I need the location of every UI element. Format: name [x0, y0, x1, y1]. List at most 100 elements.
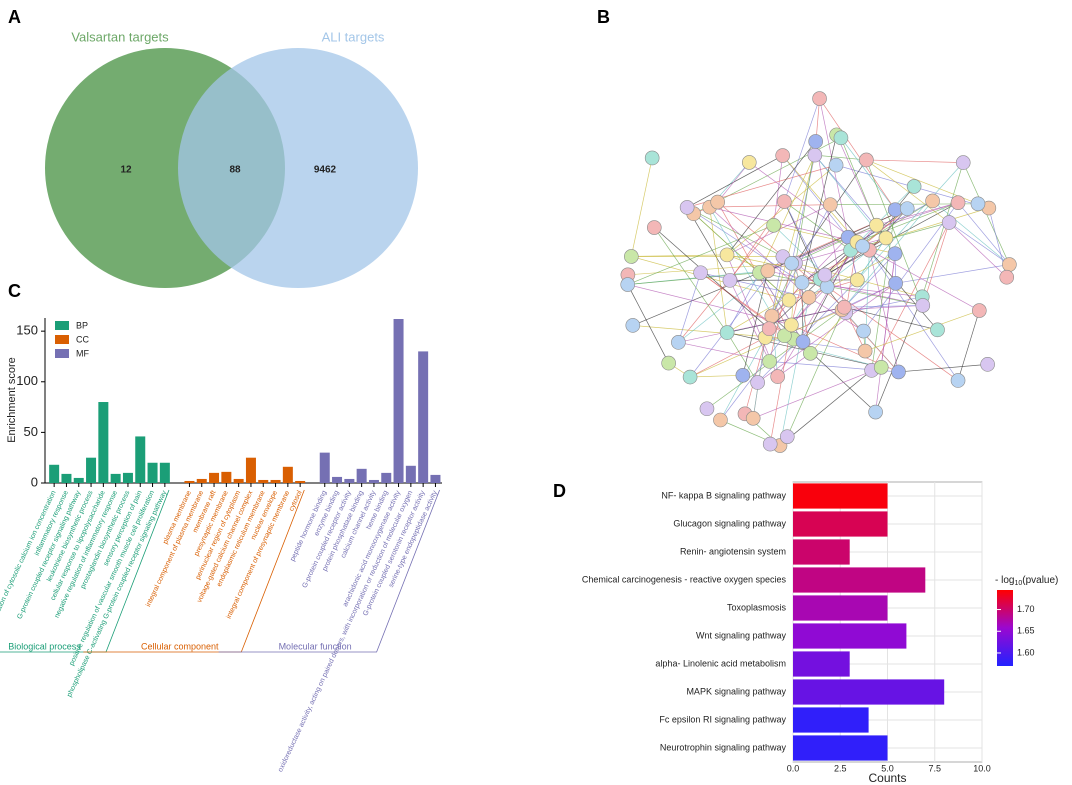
colorbar-title: - log10(pvalue) — [995, 575, 1058, 587]
edge — [749, 162, 858, 243]
node — [682, 369, 698, 385]
bar — [793, 623, 907, 649]
colorbar-title-part: (pvalue) — [1022, 575, 1058, 586]
node — [823, 197, 838, 212]
edge — [802, 250, 851, 342]
node — [999, 269, 1015, 285]
edge — [779, 370, 872, 446]
bar — [793, 595, 888, 621]
bar — [270, 479, 281, 483]
node — [781, 292, 797, 308]
edge — [840, 137, 877, 226]
bar — [282, 466, 293, 483]
node — [779, 429, 795, 444]
group-label: Biological process — [8, 641, 81, 651]
bar — [793, 735, 888, 761]
y-tick-label: Fc epsilon RI signaling pathway — [659, 714, 786, 724]
edge — [791, 286, 828, 326]
edge — [814, 154, 867, 161]
bar — [110, 473, 121, 483]
edge — [654, 227, 728, 333]
y-tick-label: Chemical carcinogenesis - reactive oxyge… — [582, 574, 787, 584]
x-axis-label: Counts — [868, 771, 906, 785]
bar — [381, 472, 392, 483]
node — [868, 404, 883, 420]
edge — [773, 225, 826, 276]
edge — [686, 207, 803, 283]
edge — [857, 162, 964, 281]
edge — [632, 272, 760, 326]
edge — [767, 270, 923, 306]
edge — [808, 249, 870, 298]
node — [980, 357, 995, 372]
node — [777, 328, 792, 344]
edge — [678, 306, 845, 343]
edge — [840, 137, 896, 210]
edge — [875, 296, 923, 413]
y-tick-label: 50 — [24, 424, 38, 439]
node — [735, 368, 751, 383]
node — [812, 91, 827, 106]
node — [719, 325, 735, 340]
y-tick-label: MAPK signaling pathway — [686, 686, 786, 696]
edge — [932, 200, 1010, 265]
y-axis-label: Enrichment score — [6, 357, 18, 443]
node — [741, 155, 757, 170]
node — [941, 215, 957, 230]
bar — [295, 480, 306, 483]
node — [620, 277, 636, 292]
edge — [869, 250, 899, 373]
node — [878, 230, 894, 246]
bar — [209, 472, 220, 483]
edge — [726, 141, 816, 256]
node — [888, 276, 903, 291]
edge — [726, 332, 758, 383]
node — [777, 194, 792, 209]
bar — [245, 457, 256, 483]
node — [850, 272, 865, 288]
bar — [49, 464, 60, 483]
group-label: Cellular component — [141, 641, 219, 651]
edge — [700, 272, 794, 340]
node — [760, 263, 776, 279]
node — [722, 273, 738, 288]
network — [620, 91, 1017, 453]
edge — [686, 207, 790, 301]
node — [955, 155, 971, 170]
edge — [847, 202, 959, 238]
node — [745, 411, 761, 426]
edge — [784, 201, 851, 251]
edge — [757, 283, 896, 383]
edge — [689, 337, 766, 378]
node — [925, 193, 940, 209]
bar — [356, 468, 367, 483]
edge — [843, 253, 896, 308]
x-tick-label: 5.0 — [881, 763, 894, 773]
edge — [627, 284, 669, 364]
set-label: ALI targets — [322, 29, 385, 44]
edge — [880, 253, 896, 368]
edge — [836, 134, 877, 226]
node — [750, 375, 765, 390]
edge — [782, 155, 849, 238]
count-label: 12 — [120, 165, 132, 176]
legend-swatch — [55, 335, 69, 344]
edge — [862, 245, 980, 311]
bar — [793, 679, 945, 705]
edge — [627, 272, 760, 285]
count-label: 9462 — [314, 165, 337, 176]
colorbar-tick-label: 1.70 — [1017, 604, 1035, 614]
edge — [784, 98, 820, 202]
edge — [865, 310, 980, 352]
bar — [793, 539, 850, 565]
node — [869, 217, 884, 233]
colorbar-tick-label: 1.60 — [1017, 647, 1035, 657]
y-tick-label: Neurotrophin signaling pathway — [660, 742, 787, 752]
x-tick-label: 7.5 — [928, 763, 941, 773]
edge — [777, 241, 858, 377]
edge — [876, 202, 959, 226]
edge — [729, 280, 770, 362]
node — [801, 290, 817, 305]
bar — [418, 351, 429, 483]
edge — [678, 272, 701, 343]
